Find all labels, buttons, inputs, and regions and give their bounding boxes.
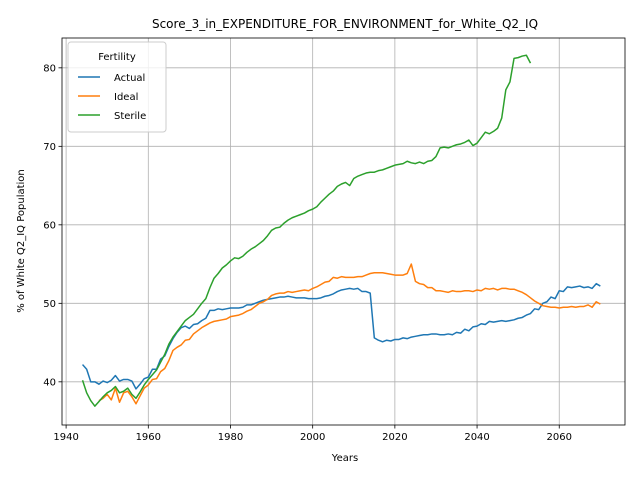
x-tick-label: 2040: [464, 432, 489, 443]
legend-frame: [67, 41, 167, 133]
y-tick-label: 80: [43, 63, 56, 74]
series-line-ideal: [98, 263, 601, 405]
chart-title: Score_3_in_EXPENDITURE_FOR_ENVIRONMENT_f…: [152, 17, 538, 31]
legend-title: Fertility: [98, 52, 136, 63]
x-tick-label: 1960: [136, 432, 161, 443]
plot-frame: [61, 37, 626, 426]
legend: Fertility Actual Ideal Sterile: [67, 41, 167, 133]
legend-entries: Actual Ideal Sterile: [78, 73, 146, 122]
grid-lines: [62, 38, 625, 425]
y-axis-label: % of White Q2_IQ Population: [16, 169, 27, 313]
legend-label-actual: Actual: [114, 73, 145, 84]
x-tick-label: 2060: [547, 432, 572, 443]
x-tick-label: 1940: [53, 432, 78, 443]
x-tick-label: 2020: [382, 432, 407, 443]
y-tick-label: 40: [43, 377, 56, 388]
x-tick-label: 1980: [218, 432, 243, 443]
y-tick-label: 50: [43, 299, 56, 310]
x-tick-label: 2000: [300, 432, 325, 443]
series-line-sterile: [81, 54, 532, 407]
legend-label-sterile: Sterile: [114, 111, 146, 122]
y-tick-label: 70: [43, 142, 56, 153]
series-layer: [81, 54, 601, 407]
legend-label-ideal: Ideal: [114, 92, 138, 103]
y-tick-label: 60: [43, 220, 56, 231]
x-axis-label: Years: [331, 453, 358, 464]
x-axis: 1940 1960 1980 2000 2020 2040 2060: [53, 425, 572, 443]
y-axis: 40 50 60 70 80: [43, 63, 62, 388]
series-line-actual: [81, 282, 601, 390]
